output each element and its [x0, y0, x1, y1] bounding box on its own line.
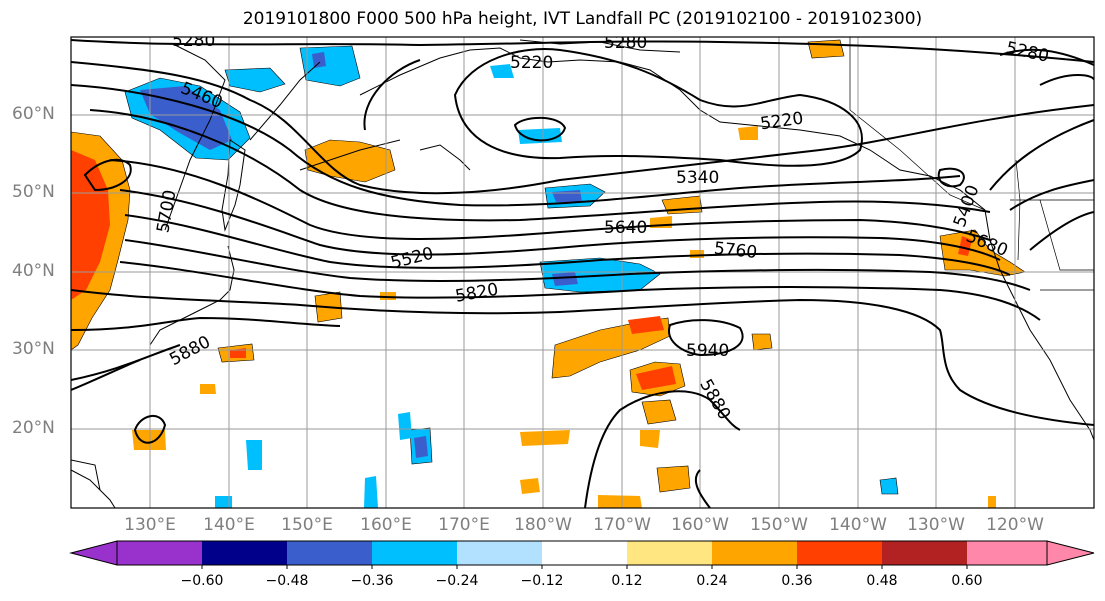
lon-label: 160°W: [671, 515, 729, 535]
colorbar: [69, 540, 1095, 569]
contour-label: 5760: [713, 239, 758, 263]
height-contours: [71, 39, 1094, 508]
colorbar-tick-label: −0.60: [180, 573, 224, 589]
lon-label: 130°E: [124, 515, 176, 535]
contour-label: 5280: [172, 31, 215, 51]
coastlines: [71, 39, 1094, 508]
colorbar-extend-min: [69, 540, 118, 566]
colorbar-tick-label: −0.12: [520, 573, 564, 589]
lon-label: 130°W: [907, 515, 965, 535]
lat-label: 20°N: [12, 418, 55, 438]
lon-label: 150°W: [750, 515, 808, 535]
contour-label: 5940: [686, 341, 729, 361]
lon-label: 140°W: [829, 515, 887, 535]
map-frame: [70, 36, 1095, 509]
contour-label: 5340: [676, 168, 719, 188]
colorbar-tick-label: −0.36: [350, 573, 394, 589]
lon-label: 140°E: [203, 515, 255, 535]
colorbar-tick-label: 0.24: [696, 573, 728, 589]
map-title: 2019101800 F000 500 hPa height, IVT Land…: [242, 9, 923, 29]
lon-label: 170°E: [438, 515, 490, 535]
colorbar-tick-label: 0.60: [951, 573, 983, 589]
colorbar-extend-max: [1046, 540, 1095, 566]
lon-label: 160°E: [360, 515, 412, 535]
lat-label: 50°N: [12, 182, 55, 202]
lat-label: 60°N: [12, 104, 55, 124]
colorbar-tick-label: 0.48: [866, 573, 898, 589]
colorbar-tick-label: 0.12: [611, 573, 643, 589]
lon-label: 180°W: [514, 515, 572, 535]
colorbar-tick-label: −0.48: [265, 573, 309, 589]
map-plot-area: 5280 5280 5280 5220 5220 5460 5340 5640 …: [71, 31, 1094, 508]
lat-label: 30°N: [12, 339, 55, 359]
colorbar-tick-label: 0.36: [781, 573, 813, 589]
lat-label: 40°N: [12, 261, 55, 281]
contour-label: 5220: [510, 53, 553, 73]
lon-label: 170°W: [593, 515, 651, 535]
contour-label: 5280: [604, 33, 647, 53]
political-borders: [849, 37, 1094, 291]
contour-label: 5640: [604, 218, 647, 238]
lon-label: 120°W: [986, 515, 1044, 535]
lon-label: 150°E: [281, 515, 333, 535]
colorbar-tick-label: −0.24: [435, 573, 479, 589]
